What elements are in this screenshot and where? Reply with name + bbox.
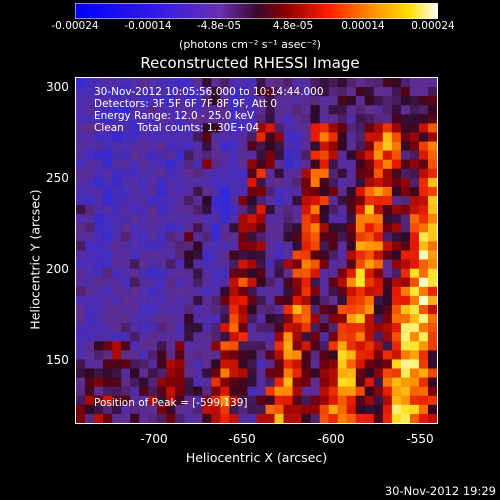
clean-counts: Clean Total counts: 1.30E+04: [94, 122, 260, 134]
y-tick: 250: [46, 171, 69, 185]
colorbar-tick: -4.8e-05: [196, 20, 242, 32]
colorbar: [75, 3, 438, 19]
y-tick: 200: [46, 262, 69, 276]
x-axis-label: Heliocentric X (arcsec): [185, 450, 328, 465]
y-tick: 300: [46, 80, 69, 94]
x-tick: -650: [228, 432, 256, 446]
colorbar-tick: -0.00024: [51, 20, 99, 32]
peak-position: Position of Peak = [-599,139]: [94, 397, 248, 409]
time-range: 30-Nov-2012 10:05:56.000 to 10:14:44.000: [94, 86, 324, 98]
x-tick: -700: [140, 432, 168, 446]
colorbar-tick: 4.8e-05: [272, 20, 314, 32]
colorbar-tick: 0.00014: [341, 20, 385, 32]
colorbar-units: (photons cm⁻² s⁻¹ asec⁻²): [179, 38, 321, 51]
colorbar-tick: 0.00024: [411, 20, 455, 32]
x-tick: -600: [317, 432, 345, 446]
y-axis-label: Heliocentric Y (arcsec): [27, 189, 43, 330]
colorbar-tick: -0.00014: [124, 20, 172, 32]
energy-range: Energy Range: 12.0 - 25.0 keV: [94, 110, 255, 122]
detectors: Detectors: 3F 5F 6F 7F 8F 9F, Att 0: [94, 98, 278, 110]
rhessi-image-pixels: [76, 78, 437, 423]
timestamp-footer: 30-Nov-2012 19:29: [384, 484, 496, 498]
y-tick: 150: [46, 353, 69, 367]
plot-title: Reconstructed RHESSI Image: [140, 54, 360, 72]
rhessi-image: 30-Nov-2012 10:05:56.000 to 10:14:44.000…: [75, 77, 438, 424]
x-tick: -550: [406, 432, 434, 446]
